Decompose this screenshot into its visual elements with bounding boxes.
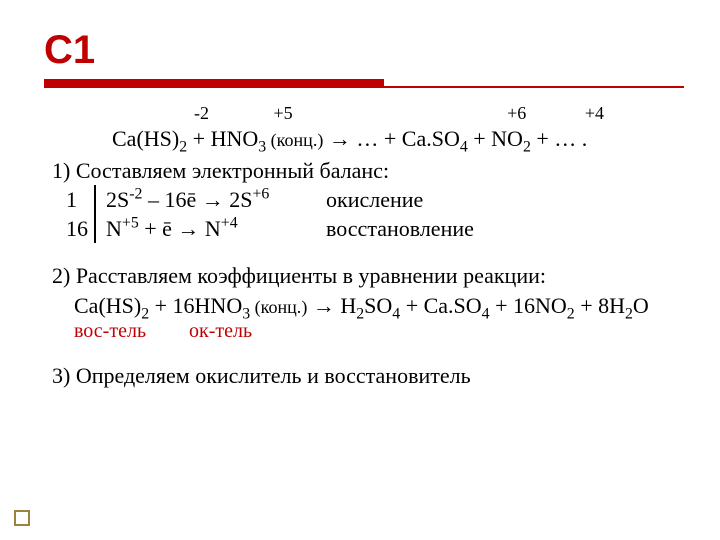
page-title: С1 [44,28,688,73]
oxidizer-label: ок-тель [189,320,252,343]
balance-row-oxidation: 1 2S-2 – 16ē → 2S+6 окисление [66,185,688,214]
oxnum-n2: +4 [585,103,604,124]
step-3-label: 3) Определяем окислитель и восстановител… [44,361,688,391]
roles-row: вос-тель ок-тель [44,320,688,343]
label-oxidation: окисление [326,185,423,214]
oxnum-s: -2 [194,103,209,124]
electron-balance-table: 1 2S-2 – 16ē → 2S+6 окисление 16 N+5 + ē… [44,185,688,243]
half-reaction-reduction: N+5 + ē → N+4 [106,214,326,243]
title-rule [44,79,688,89]
equation-incomplete: Ca(HS)2 + HNO3 (конц.) → … + Ca.SO4 + NO… [44,124,688,154]
label-reduction: восстановление [326,214,474,243]
equation-balanced: Ca(HS)2 + 16HNO3 (конц.) → H2SO4 + Ca.SO… [44,291,688,320]
footer-square-icon [14,510,30,526]
half-reaction-oxidation: 2S-2 – 16ē → 2S+6 [106,185,326,214]
mult-1: 1 [66,185,94,214]
step-1-label: 1) Составляем электронный баланс: [44,156,688,186]
mult-16: 16 [66,214,94,243]
balance-row-reduction: 16 N+5 + ē → N+4 восстановление [66,214,688,243]
oxidation-number-row: -2 +5 +6 +4 [44,103,688,124]
step-2-label: 2) Расставляем коэффициенты в уравнении … [44,261,688,291]
reducer-label: вос-тель [74,320,170,343]
oxnum-n: +5 [274,103,293,124]
oxnum-s2: +6 [507,103,526,124]
